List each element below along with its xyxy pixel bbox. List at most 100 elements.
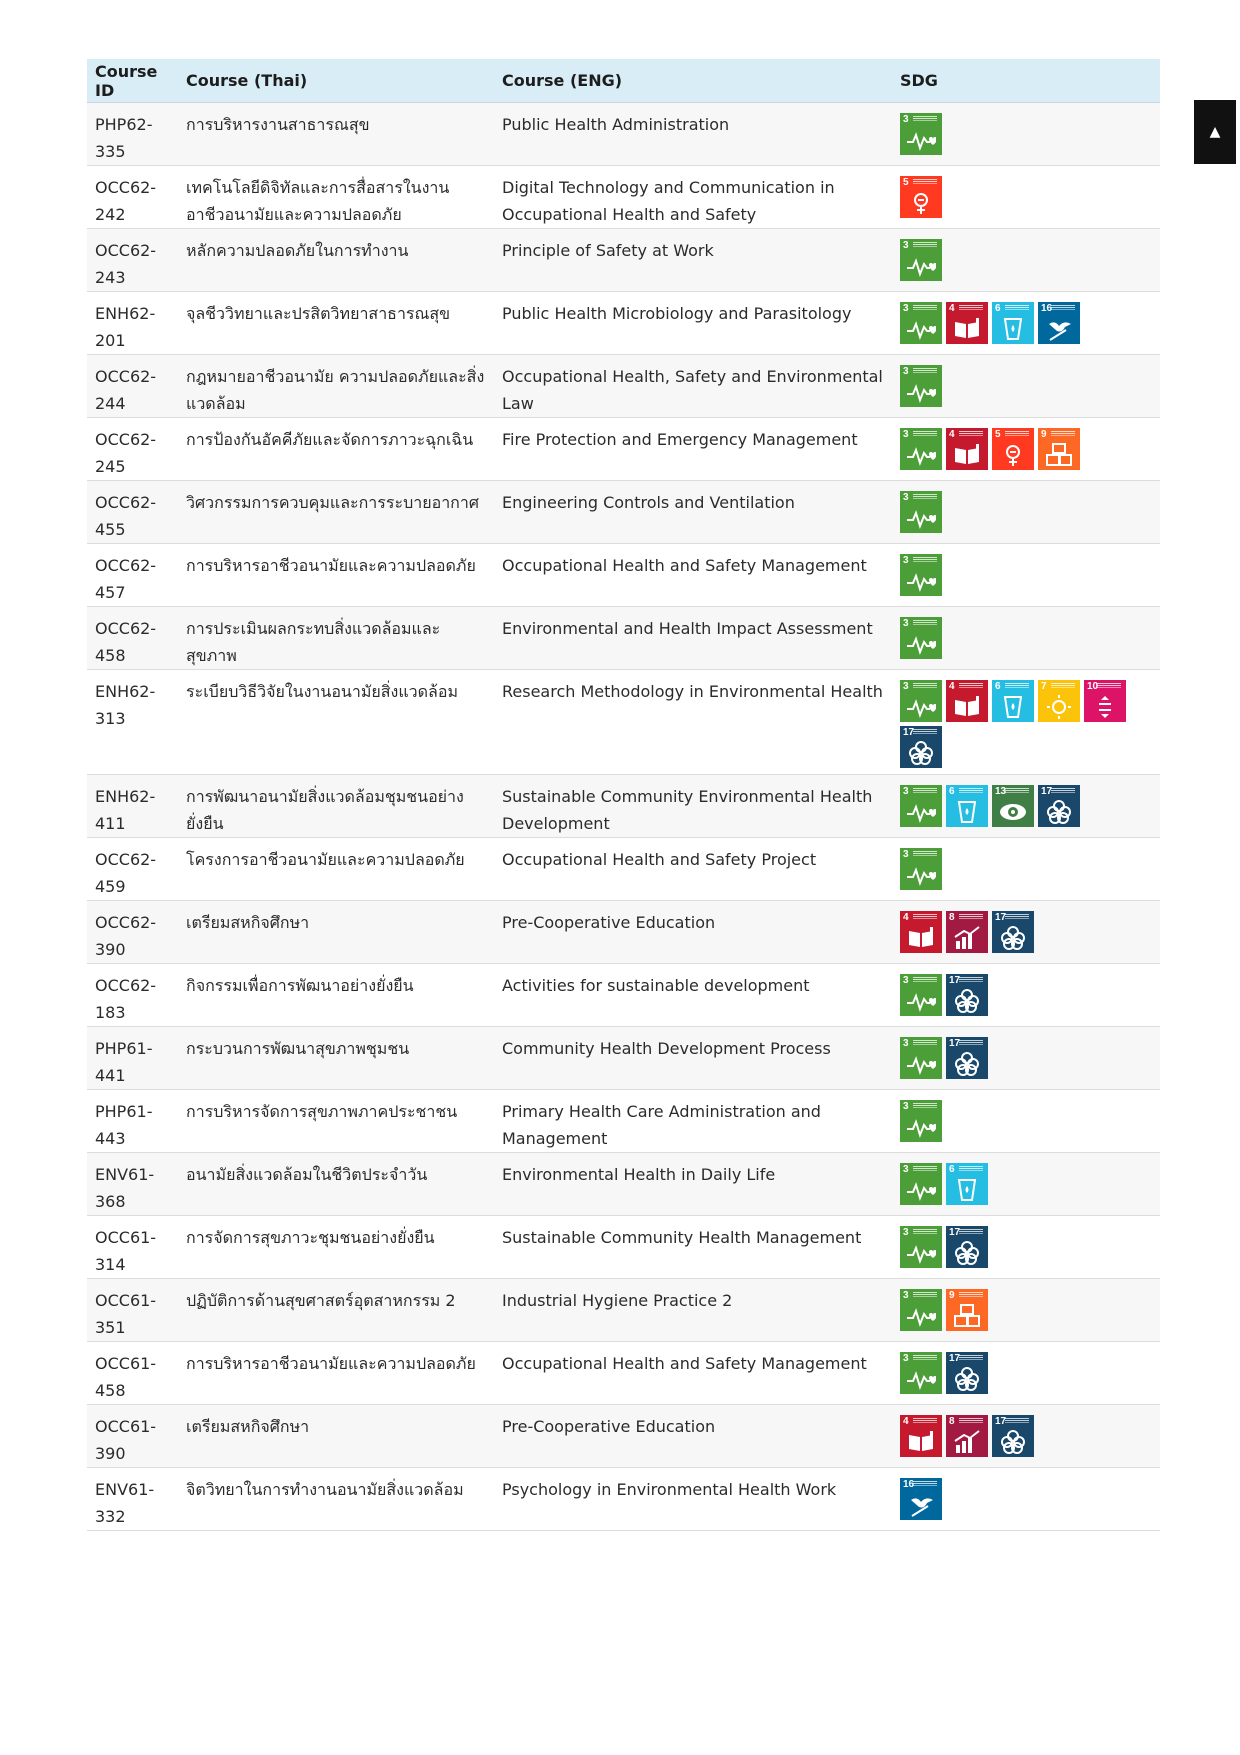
sdg-cell: 3 4 6 7 10 17 <box>892 669 1160 775</box>
sdg-16-dove-gavel-icon: 16 <box>1038 302 1080 344</box>
sdg-17-flower-rings-icon: 17 <box>992 1415 1034 1457</box>
course-id-cell: OCC62-457 <box>87 543 178 607</box>
sdg-4-book-icon: 4 <box>946 302 988 344</box>
table-row: ENH62-411 การพัฒนาอนามัยสิ่งแวดล้อมชุมชนอ… <box>87 774 1160 838</box>
course-eng-cell: Research Methodology in Environmental He… <box>494 669 892 775</box>
course-eng-cell: Primary Health Care Administration and M… <box>494 1089 892 1153</box>
sdg-17-flower-rings-icon: 17 <box>900 726 942 768</box>
course-eng-cell: Industrial Hygiene Practice 2 <box>494 1278 892 1342</box>
scroll-to-top-button[interactable]: ▲ <box>1194 100 1236 164</box>
sdg-17-flower-rings-icon: 17 <box>946 1226 988 1268</box>
sdg-6-water-glass-icon: 6 <box>946 1163 988 1205</box>
sdg-cell: 5 <box>892 165 1160 229</box>
course-eng-cell: Activities for sustainable development <box>494 963 892 1027</box>
table-row: OCC62-455 วิศวกรรมการควบคุมและการระบายอาก… <box>87 480 1160 544</box>
table-row: OCC62-457 การบริหารอาชีวอนามัยและความปลอด… <box>87 543 1160 607</box>
sdg-icon-list: 3 <box>900 617 1156 665</box>
table-row: OCC62-245 การป้องกันอัคคีภัยและจัดการภาวะ… <box>87 417 1160 481</box>
sdg-16-dove-gavel-icon: 16 <box>900 1478 942 1520</box>
sdg-17-flower-rings-icon: 17 <box>946 1352 988 1394</box>
table-row: ENV61-332 จิตวิทยาในการทำงานอนามัยสิ่งแวด… <box>87 1467 1160 1531</box>
sdg-cell: 3 <box>892 354 1160 418</box>
course-thai-cell: การบริหารอาชีวอนามัยและความปลอดภัย <box>178 1341 494 1405</box>
course-id-cell: OCC62-183 <box>87 963 178 1027</box>
sdg-icon-list: 3 <box>900 491 1156 539</box>
course-id-cell: OCC62-245 <box>87 417 178 481</box>
course-eng-cell: Environmental Health in Daily Life <box>494 1152 892 1216</box>
course-thai-cell: การจัดการสุขภาวะชุมชนอย่างยั่งยืน <box>178 1215 494 1279</box>
sdg-3-heartbeat-icon: 3 <box>900 1037 942 1079</box>
course-thai-cell: หลักความปลอดภัยในการทำงาน <box>178 228 494 292</box>
sdg-icon-list: 3 <box>900 1100 1156 1148</box>
sdg-icon-list: 4 8 17 <box>900 1415 1156 1463</box>
table-row: ENV61-368 อนามัยสิ่งแวดล้อมในชีวิตประจำวั… <box>87 1152 1160 1216</box>
table-header-row: Course ID Course (Thai) Course (ENG) SDG <box>87 59 1160 103</box>
table-row: OCC61-351 ปฏิบัติการด้านสุขศาสตร์อุตสาหกร… <box>87 1278 1160 1342</box>
sdg-4-book-icon: 4 <box>900 911 942 953</box>
course-eng-cell: Occupational Health and Safety Managemen… <box>494 543 892 607</box>
sdg-6-water-glass-icon: 6 <box>992 302 1034 344</box>
sdg-icon-list: 3 6 13 17 <box>900 785 1156 833</box>
course-id-cell: ENV61-332 <box>87 1467 178 1531</box>
sdg-3-heartbeat-icon: 3 <box>900 428 942 470</box>
table-row: OCC62-390 เตรียมสหกิจศึกษา Pre-Cooperative… <box>87 900 1160 964</box>
course-id-cell: OCC61-351 <box>87 1278 178 1342</box>
sdg-icon-list: 3 17 <box>900 1352 1156 1400</box>
sdg-3-heartbeat-icon: 3 <box>900 680 942 722</box>
sdg-icon-list: 3 <box>900 239 1156 287</box>
sdg-icon-list: 3 <box>900 554 1156 602</box>
sdg-icon-list: 4 8 17 <box>900 911 1156 959</box>
course-thai-cell: เตรียมสหกิจศึกษา <box>178 1404 494 1468</box>
sdg-cell: 3 <box>892 228 1160 292</box>
course-eng-cell: Occupational Health, Safety and Environm… <box>494 354 892 418</box>
course-thai-cell: การบริหารจัดการสุขภาพภาคประชาชน <box>178 1089 494 1153</box>
sdg-9-cubes-icon: 9 <box>946 1289 988 1331</box>
sdg-cell: 3 <box>892 1089 1160 1153</box>
sdg-8-growth-chart-icon: 8 <box>946 1415 988 1457</box>
courses-table: Course ID Course (Thai) Course (ENG) SDG… <box>87 59 1160 1531</box>
sdg-icon-list: 3 17 <box>900 1226 1156 1274</box>
sdg-3-heartbeat-icon: 3 <box>900 1352 942 1394</box>
course-eng-cell: Environmental and Health Impact Assessme… <box>494 606 892 670</box>
course-eng-cell: Sustainable Community Health Management <box>494 1215 892 1279</box>
sdg-cell: 3 <box>892 606 1160 670</box>
sdg-cell: 4 8 17 <box>892 900 1160 964</box>
course-id-cell: PHP61-441 <box>87 1026 178 1090</box>
course-thai-cell: ปฏิบัติการด้านสุขศาสตร์อุตสาหกรรม 2 <box>178 1278 494 1342</box>
sdg-13-eye-earth-icon: 13 <box>992 785 1034 827</box>
sdg-5-gender-icon: 5 <box>992 428 1034 470</box>
sdg-17-flower-rings-icon: 17 <box>1038 785 1080 827</box>
course-id-cell: ENV61-368 <box>87 1152 178 1216</box>
table-body: PHP62-335 การบริหารงานสาธารณสุข Public Hea… <box>87 102 1160 1531</box>
sdg-3-heartbeat-icon: 3 <box>900 974 942 1016</box>
sdg-3-heartbeat-icon: 3 <box>900 1163 942 1205</box>
course-thai-cell: จิตวิทยาในการทำงานอนามัยสิ่งแวดล้อม <box>178 1467 494 1531</box>
course-id-cell: OCC61-458 <box>87 1341 178 1405</box>
sdg-icon-list: 3 17 <box>900 1037 1156 1085</box>
sdg-5-gender-icon: 5 <box>900 176 942 218</box>
course-id-cell: OCC62-242 <box>87 165 178 229</box>
course-eng-cell: Sustainable Community Environmental Heal… <box>494 774 892 838</box>
table-row: OCC62-183 กิจกรรมเพื่อการพัฒนาอย่างยั่งยื… <box>87 963 1160 1027</box>
sdg-cell: 3 17 <box>892 963 1160 1027</box>
course-id-cell: OCC62-459 <box>87 837 178 901</box>
course-id-cell: OCC62-243 <box>87 228 178 292</box>
sdg-cell: 3 4 6 16 <box>892 291 1160 355</box>
course-eng-cell: Public Health Administration <box>494 102 892 166</box>
sdg-icon-list: 3 4 6 7 10 17 <box>900 680 1156 774</box>
sdg-7-sun-power-icon: 7 <box>1038 680 1080 722</box>
sdg-icon-list: 3 17 <box>900 974 1156 1022</box>
sdg-icon-list: 16 <box>900 1478 1156 1526</box>
sdg-3-heartbeat-icon: 3 <box>900 302 942 344</box>
table-row: OCC61-458 การบริหารอาชีวอนามัยและความปลอด… <box>87 1341 1160 1405</box>
course-thai-cell: การบริหารอาชีวอนามัยและความปลอดภัย <box>178 543 494 607</box>
sdg-4-book-icon: 4 <box>946 680 988 722</box>
sdg-3-heartbeat-icon: 3 <box>900 617 942 659</box>
course-eng-cell: Occupational Health and Safety Project <box>494 837 892 901</box>
course-thai-cell: วิศวกรรมการควบคุมและการระบายอากาศ <box>178 480 494 544</box>
course-thai-cell: การป้องกันอัคคีภัยและจัดการภาวะฉุกเฉิน <box>178 417 494 481</box>
